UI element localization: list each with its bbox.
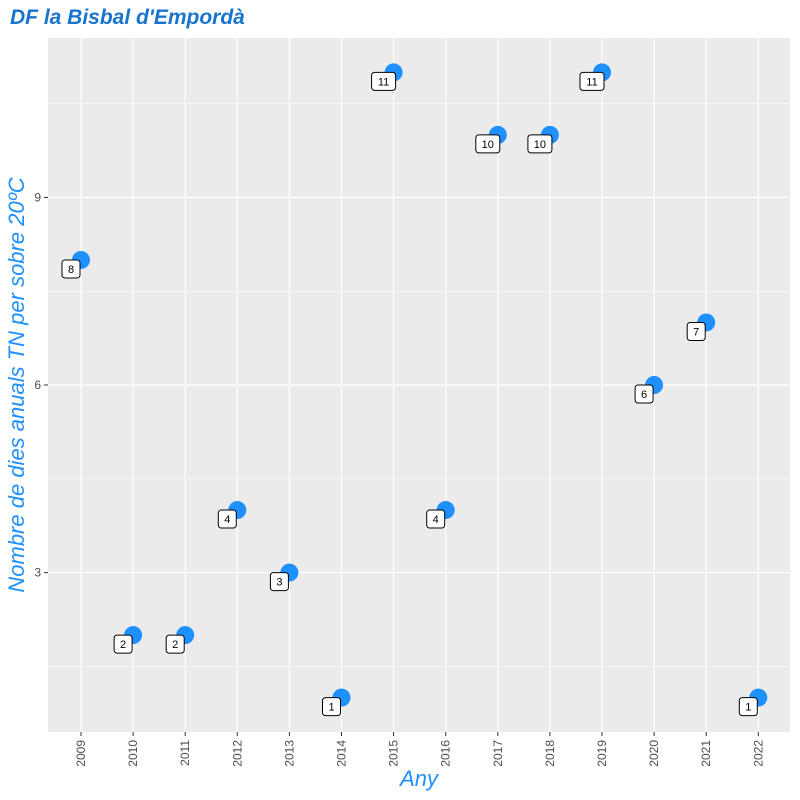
data-label-text: 2 xyxy=(172,639,178,651)
data-label-text: 4 xyxy=(433,514,439,526)
x-tick-label: 2020 xyxy=(647,740,661,767)
data-label: 7 xyxy=(686,321,706,341)
data-label: 4 xyxy=(426,509,446,529)
data-label: 10 xyxy=(475,134,501,154)
data-label-text: 6 xyxy=(641,389,647,401)
data-label-box xyxy=(686,321,706,341)
data-label-box xyxy=(738,697,758,717)
y-axis-title: Nombre de dies anuals TN per sobre 20ºC xyxy=(4,177,29,592)
data-label-text: 8 xyxy=(68,264,74,276)
x-tick-label: 2010 xyxy=(126,740,140,767)
data-label-box xyxy=(113,634,133,654)
data-label: 2 xyxy=(165,634,185,654)
x-tick-label: 2021 xyxy=(699,740,713,767)
data-label-text: 11 xyxy=(586,76,597,88)
data-label: 10 xyxy=(527,134,553,154)
data-label-box xyxy=(527,134,553,154)
data-label-box xyxy=(61,259,81,279)
data-label: 6 xyxy=(634,384,654,404)
data-label-text: 11 xyxy=(378,76,389,88)
data-label: 2 xyxy=(113,634,133,654)
data-label-box xyxy=(579,71,605,91)
data-label-text: 1 xyxy=(745,702,751,714)
data-label-text: 1 xyxy=(328,702,334,714)
data-label-box xyxy=(165,634,185,654)
x-tick-label: 2011 xyxy=(178,740,192,766)
x-tick-label: 2012 xyxy=(230,740,244,767)
data-label: 8 xyxy=(61,259,81,279)
y-tick-label: 9 xyxy=(34,190,41,204)
data-label: 11 xyxy=(579,71,605,91)
x-axis-title: Any xyxy=(398,766,440,791)
data-label: 11 xyxy=(371,71,397,91)
x-tick-label: 2015 xyxy=(387,740,401,767)
minor-gridlines xyxy=(48,103,790,667)
data-label-box xyxy=(217,509,237,529)
data-label: 3 xyxy=(269,572,289,592)
data-label-text: 7 xyxy=(693,326,699,338)
data-label-text: 3 xyxy=(276,577,282,589)
x-tick-label: 2022 xyxy=(751,740,765,767)
data-label: 1 xyxy=(738,697,758,717)
data-label-box xyxy=(322,697,341,717)
y-tick-label: 3 xyxy=(34,566,41,580)
data-label: 4 xyxy=(217,509,237,529)
y-tick-label: 6 xyxy=(34,378,41,392)
data-label-box xyxy=(634,384,654,404)
data-label-box xyxy=(269,572,289,592)
x-tick-label: 2019 xyxy=(595,740,609,767)
chart-title: DF la Bisbal d'Empordà xyxy=(10,6,245,29)
data-label-text: 4 xyxy=(224,514,230,526)
data-label-text: 10 xyxy=(534,139,546,151)
data-label-text: 2 xyxy=(120,639,126,651)
x-tick-label: 2018 xyxy=(543,740,557,767)
x-tick-label: 2013 xyxy=(282,740,296,767)
x-axis-ticks: 2009 2010 2011 2012 2013 2014 2015 2016 2017 2018… xyxy=(74,732,765,767)
x-tick-label: 2016 xyxy=(439,740,453,767)
data-label-box xyxy=(371,71,397,91)
major-gridlines xyxy=(48,38,790,732)
x-tick-label: 2009 xyxy=(74,740,88,767)
x-tick-label: 2014 xyxy=(335,740,349,767)
data-label: 1 xyxy=(322,697,341,717)
data-label-text: 10 xyxy=(482,139,494,151)
data-label-box xyxy=(426,509,446,529)
y-axis-ticks: 3 6 9 xyxy=(34,190,48,580)
x-tick-label: 2017 xyxy=(491,740,505,767)
data-label-box xyxy=(475,134,501,154)
